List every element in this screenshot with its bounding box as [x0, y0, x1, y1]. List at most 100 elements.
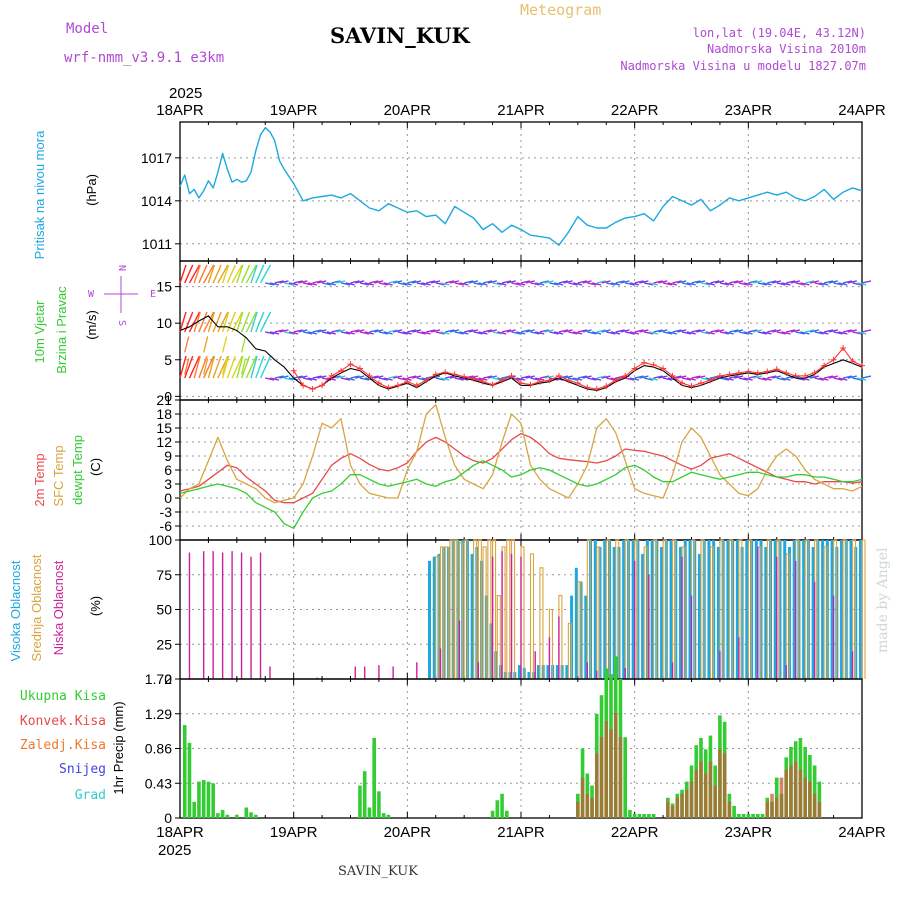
wind-barb — [643, 282, 654, 286]
wind-barb — [231, 355, 243, 379]
precip-legend-frz: Zaledj.Kisa — [20, 738, 106, 753]
wind-barb — [535, 282, 545, 286]
precip-bar-conv — [666, 801, 670, 818]
wind-barb — [445, 280, 455, 284]
wind-barb — [259, 311, 272, 333]
wind-barb — [321, 282, 332, 286]
pressure-unit: (hPa) — [84, 174, 99, 206]
wind-barb — [653, 280, 663, 284]
precip-bar-total — [642, 813, 646, 818]
cloud-bar-high — [593, 540, 597, 679]
wind-barb — [492, 377, 502, 381]
precip-bar-conv — [718, 749, 722, 818]
wind-barb — [833, 282, 843, 286]
precip-bar-conv — [604, 721, 609, 818]
wind-barb — [269, 282, 280, 286]
wind-barb — [207, 355, 216, 379]
gust-marker — [811, 369, 818, 376]
cloud-bar-mid — [662, 539, 667, 679]
wind-barb — [639, 329, 649, 333]
wind-barb-early — [240, 358, 247, 375]
cloud-bar-mid — [653, 539, 658, 679]
wind-barb — [288, 331, 299, 335]
wind-barb — [558, 280, 569, 284]
cloud-bar-high — [764, 546, 768, 679]
precip-bar-total — [367, 807, 372, 818]
cloud-legend-high: Visoka Oblacnost — [8, 560, 23, 661]
precip-bar-conv — [680, 793, 684, 818]
precip-bar-conv — [812, 793, 817, 818]
wind-barb — [221, 311, 230, 333]
cloud-bar-high — [707, 540, 711, 679]
wind-barb — [558, 375, 569, 379]
cloud-bar-high — [792, 540, 796, 679]
wind-barb — [781, 282, 791, 286]
wind-barb — [288, 282, 299, 286]
y-tick-label: 5 — [164, 352, 172, 368]
gust-marker — [726, 371, 733, 378]
wind-barb — [838, 331, 848, 335]
wind-barb — [369, 329, 379, 333]
wind-barb — [639, 375, 649, 379]
wind-barb — [506, 280, 516, 284]
precip-bar-conv — [774, 797, 779, 818]
cloud-bar-mid — [567, 622, 572, 679]
cloud-bar-mid — [539, 567, 544, 679]
wind-barb — [388, 375, 398, 379]
temp-unit: (C) — [88, 458, 103, 476]
wind-barb — [786, 329, 796, 333]
wind-barb-early — [203, 358, 209, 375]
wind-barb — [696, 375, 706, 379]
wind-barb — [795, 282, 805, 286]
time-tick-bottom: 20APR — [384, 824, 432, 841]
cloud-bar-mid — [615, 539, 620, 679]
wind-barb — [748, 375, 758, 379]
cloud-bar-low — [671, 662, 674, 679]
wind-barb — [293, 280, 303, 284]
precip-bar-total — [244, 807, 249, 818]
model-label: Model — [66, 21, 108, 37]
wind-barb — [662, 377, 673, 381]
wind-barb — [861, 329, 872, 333]
y-tick-label: -6 — [160, 518, 173, 534]
cloud-bar-low — [501, 551, 503, 679]
model-elevation-label: Nadmorska Visina u modelu 1827.07m — [620, 59, 866, 73]
cloud-bar-high — [811, 546, 815, 679]
wind-barb — [738, 377, 749, 381]
precip-bar-conv — [765, 801, 770, 818]
precip-legend-snow: Snijeg — [59, 762, 106, 777]
wind-barb — [805, 329, 815, 333]
wind-barb — [629, 331, 640, 335]
wind-barb — [284, 331, 294, 335]
precip-bar-conv — [576, 801, 580, 818]
wind-barb — [677, 375, 687, 379]
cloud-bar-mid — [487, 539, 492, 679]
gust-marker — [442, 369, 449, 376]
wind-barb — [478, 282, 488, 286]
precip-bar-total — [732, 805, 736, 818]
cloud-bar-mid — [851, 539, 857, 679]
y-tick-label: 1011 — [142, 236, 172, 252]
gust-marker — [612, 377, 619, 384]
wind-barb — [392, 329, 403, 333]
wind-barb — [681, 331, 692, 335]
wind-barb — [743, 377, 753, 381]
cloud-bar-mid — [624, 539, 629, 679]
precip-bar-total — [504, 810, 509, 818]
wind-barb — [572, 282, 583, 286]
wind-barb — [724, 377, 734, 381]
wind-barb — [331, 280, 341, 284]
model-name: wrf-nmm_v3.9.1 e3km — [64, 50, 224, 66]
wind-barb — [648, 282, 659, 286]
cloud-bar-low — [624, 667, 626, 679]
gust-marker — [603, 383, 610, 390]
wind-barb — [786, 375, 796, 379]
gust-marker — [697, 380, 704, 387]
wind-barb — [435, 377, 445, 381]
gust-marker — [669, 372, 676, 379]
wind-barb — [454, 377, 464, 381]
cloud-bar-mid — [719, 539, 724, 679]
precip-bar-conv — [689, 781, 694, 818]
wind-barb — [539, 280, 550, 284]
precip-bar-total — [197, 781, 201, 818]
